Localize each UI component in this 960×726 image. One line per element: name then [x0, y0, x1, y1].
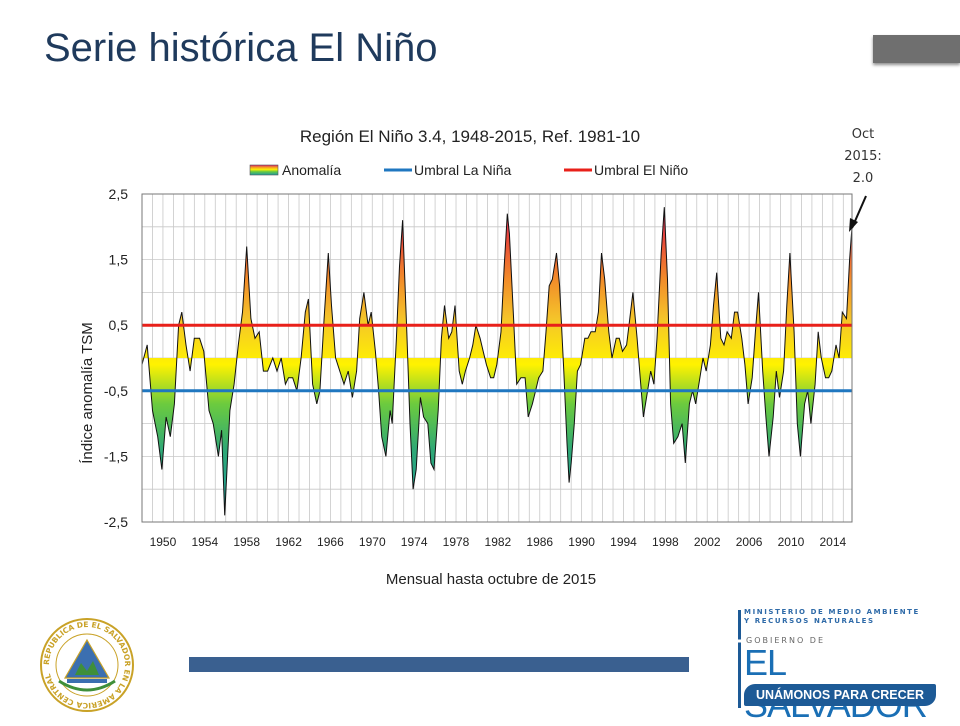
y-tick-label: -0,5: [104, 383, 128, 399]
x-tick-label: 1962: [275, 535, 302, 549]
slogan: UNÁMONOS PARA CRECER: [744, 684, 936, 706]
legend-label-anomalia: Anomalía: [282, 162, 341, 178]
x-tick-label: 1958: [233, 535, 260, 549]
x-tick-label: 1966: [317, 535, 344, 549]
x-tick-label: 1998: [652, 535, 679, 549]
x-tick-label: 2002: [694, 535, 721, 549]
x-tick-label: 1994: [610, 535, 637, 549]
x-tick-label: 2014: [819, 535, 846, 549]
x-tick-label: 1986: [526, 535, 553, 549]
x-tick-label: 2006: [736, 535, 763, 549]
gobierno-label: GOBIERNO DE: [746, 636, 825, 645]
x-tick-label: 1954: [191, 535, 218, 549]
ministry-name: MINISTERIO DE MEDIO AMBIENTE Y RECURSOS …: [744, 608, 920, 625]
y-tick-label: 0,5: [109, 317, 129, 333]
oct-2015-arrow: [849, 195, 867, 232]
y-tick-label: -2,5: [104, 514, 128, 530]
legend-label-la-nina: Umbral La Niña: [414, 162, 511, 178]
oct-2015-annotation-line: 2015:: [844, 149, 882, 164]
oct-2015-annotation-line: Oct: [851, 127, 875, 142]
chart: Región El Niño 3.4, 1948-2015, Ref. 1981…: [79, 127, 867, 588]
x-tick-label: 1982: [485, 535, 512, 549]
y-tick-label: 2,5: [109, 186, 129, 202]
x-tick-label: 1990: [568, 535, 595, 549]
el-salvador-seal-logo: REPUBLICA DE EL SALVADOR EN LA AMERICA C…: [40, 618, 134, 712]
legend-label-el-nino: Umbral El Niño: [594, 162, 688, 178]
legend: Anomalía Umbral La Niña Umbral El Niño: [249, 162, 688, 178]
y-tick-label: -1,5: [104, 448, 128, 464]
x-tick-label: 1974: [401, 535, 428, 549]
corner-tab: [873, 35, 960, 63]
y-axis-label: Índice anomalía TSM: [79, 322, 96, 463]
oct-2015-annotation-line: 2.0: [852, 171, 874, 186]
anomaly-line: [141, 207, 853, 516]
oct-2015-annotation: Oct 2015: 2.0: [836, 124, 890, 190]
slide-title: Serie histórica El Niño: [44, 26, 438, 70]
plot-frame: [141, 193, 853, 523]
x-axis-label: Mensual hasta octubre de 2015: [386, 571, 596, 588]
x-tick-label: 2010: [778, 535, 805, 549]
y-tick-label: 1,5: [109, 252, 129, 268]
x-tick-label: 1978: [443, 535, 470, 549]
x-tick-label: 1970: [359, 535, 386, 549]
y-axis-ticks: 2,5 1,5 0,5 -0,5 -1,5 -2,5: [104, 186, 128, 530]
government-logo: MINISTERIO DE MEDIO AMBIENTE Y RECURSOS …: [724, 604, 946, 725]
bottom-decorative-bar: [189, 657, 689, 672]
legend-swatch-anomalia: [249, 164, 279, 176]
chart-title: Región El Niño 3.4, 1948-2015, Ref. 1981…: [300, 127, 640, 146]
x-axis-ticks: 1950 1954 1958 1962 1966 1970 1974 1978 1982 1986…: [150, 535, 847, 549]
x-tick-label: 1950: [150, 535, 177, 549]
